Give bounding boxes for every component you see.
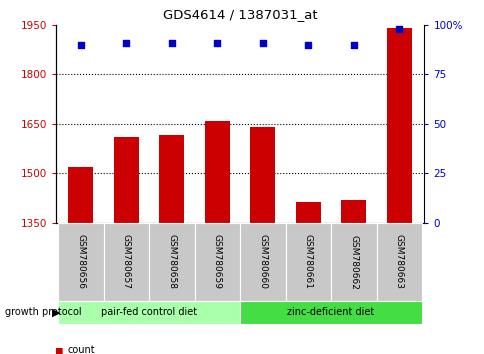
Point [349,42,357,47]
Title: GDS4614 / 1387031_at: GDS4614 / 1387031_at [163,8,317,21]
Point [122,40,130,45]
Point [258,40,266,45]
Point [394,26,402,32]
Text: GSM780661: GSM780661 [303,234,312,290]
Text: GSM780659: GSM780659 [212,234,221,290]
Bar [204,121,229,223]
Bar [104,223,149,301]
Point [167,40,175,45]
Point [213,40,221,45]
Text: GSM780657: GSM780657 [121,234,131,290]
Text: GSM780662: GSM780662 [348,234,358,290]
Bar [331,223,376,301]
Bar [376,223,421,301]
Text: GSM780656: GSM780656 [76,234,85,290]
Bar [159,136,184,223]
Text: zinc-deficient diet: zinc-deficient diet [287,307,374,318]
Bar [386,28,411,223]
Text: GSM780663: GSM780663 [394,234,403,290]
Bar [149,223,194,301]
Text: growth protocol: growth protocol [5,307,81,318]
Bar [58,301,240,324]
Text: count: count [68,346,95,354]
Bar [341,200,365,223]
Text: ▶: ▶ [52,307,61,318]
Bar [250,127,275,223]
Bar [295,201,320,223]
Point [304,42,312,47]
Text: GSM780658: GSM780658 [167,234,176,290]
Bar [240,301,421,324]
Text: GSM780660: GSM780660 [258,234,267,290]
Bar [58,223,104,301]
Bar [114,137,138,223]
Bar [285,223,331,301]
Text: ■: ■ [56,346,62,354]
Bar [194,223,240,301]
Bar [68,167,93,223]
Text: pair-fed control diet: pair-fed control diet [101,307,197,318]
Point [77,42,85,47]
Bar [240,223,285,301]
